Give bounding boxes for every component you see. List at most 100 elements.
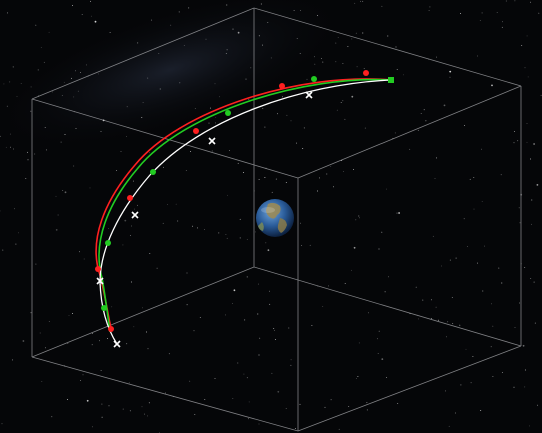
star	[194, 414, 196, 416]
star	[342, 171, 344, 173]
earth-continent	[266, 202, 281, 219]
star	[355, 377, 357, 379]
star	[347, 46, 349, 47]
red-dot-icon[interactable]	[95, 266, 101, 272]
star	[61, 94, 63, 96]
white-cross-icon[interactable]	[131, 211, 139, 219]
star	[454, 412, 456, 414]
star	[277, 390, 280, 393]
earth-globe[interactable]	[256, 199, 294, 237]
star	[321, 57, 322, 59]
star	[77, 90, 79, 92]
star	[80, 379, 82, 381]
star	[351, 38, 353, 40]
star	[72, 5, 73, 6]
estimated-markers	[101, 76, 317, 311]
star	[226, 4, 228, 6]
white-cross-icon[interactable]	[305, 91, 313, 99]
star	[348, 406, 350, 408]
star	[465, 348, 467, 350]
star	[162, 166, 164, 168]
star	[30, 110, 32, 112]
green-dot-icon[interactable]	[105, 240, 111, 246]
star	[355, 219, 357, 221]
star	[336, 109, 338, 111]
star	[366, 401, 368, 403]
star	[526, 35, 528, 37]
star	[86, 64, 87, 66]
white-cross-icon[interactable]	[113, 340, 121, 348]
star	[491, 84, 493, 87]
star	[178, 11, 180, 13]
star	[492, 325, 494, 327]
star	[540, 94, 542, 96]
red-dot-icon[interactable]	[363, 70, 369, 76]
star	[270, 57, 272, 59]
star	[299, 52, 301, 54]
red-dot-icon[interactable]	[108, 326, 114, 332]
star	[533, 143, 535, 145]
star	[513, 142, 515, 144]
star	[43, 61, 45, 63]
star	[188, 7, 190, 9]
green-dot-icon[interactable]	[150, 169, 156, 175]
star	[237, 362, 239, 364]
star	[463, 218, 465, 220]
star	[232, 28, 234, 30]
star	[97, 73, 99, 75]
star	[267, 249, 270, 252]
star	[91, 344, 93, 346]
star	[524, 369, 526, 371]
star	[299, 403, 301, 405]
green-dot-icon[interactable]	[225, 110, 231, 116]
star	[432, 235, 434, 237]
star	[490, 346, 492, 348]
star	[27, 159, 29, 161]
star	[40, 46, 42, 48]
star	[99, 340, 100, 342]
star	[436, 56, 437, 58]
star	[9, 133, 11, 135]
star	[358, 342, 360, 344]
star	[423, 109, 425, 111]
red-dot-icon[interactable]	[279, 83, 285, 89]
star	[39, 332, 41, 334]
star	[311, 325, 313, 326]
star	[448, 425, 450, 427]
green-dot-icon[interactable]	[311, 76, 317, 82]
star	[501, 26, 503, 28]
star	[175, 203, 177, 205]
red-dot-icon[interactable]	[127, 195, 133, 201]
star	[397, 402, 399, 404]
star	[366, 409, 368, 411]
star	[165, 392, 166, 394]
star	[34, 153, 36, 155]
star	[185, 169, 187, 171]
milky-way-glow	[0, 0, 352, 152]
green-square-icon[interactable]	[388, 77, 394, 83]
star	[445, 390, 447, 392]
white-cross-icon[interactable]	[208, 137, 216, 145]
star	[146, 415, 148, 417]
star	[422, 299, 424, 301]
red-dot-icon[interactable]	[193, 128, 199, 134]
star	[484, 245, 486, 247]
star	[48, 31, 50, 33]
star	[258, 354, 260, 356]
star	[79, 251, 80, 253]
star	[258, 179, 260, 180]
star	[500, 174, 502, 176]
star	[228, 150, 230, 151]
star	[35, 263, 37, 265]
white-cross-icon[interactable]	[96, 277, 104, 285]
star	[524, 266, 526, 268]
star	[464, 124, 465, 126]
green-dot-icon[interactable]	[101, 305, 107, 311]
star	[226, 237, 228, 239]
star	[460, 384, 462, 386]
star	[248, 401, 250, 403]
star	[338, 428, 340, 430]
star	[274, 339, 276, 341]
